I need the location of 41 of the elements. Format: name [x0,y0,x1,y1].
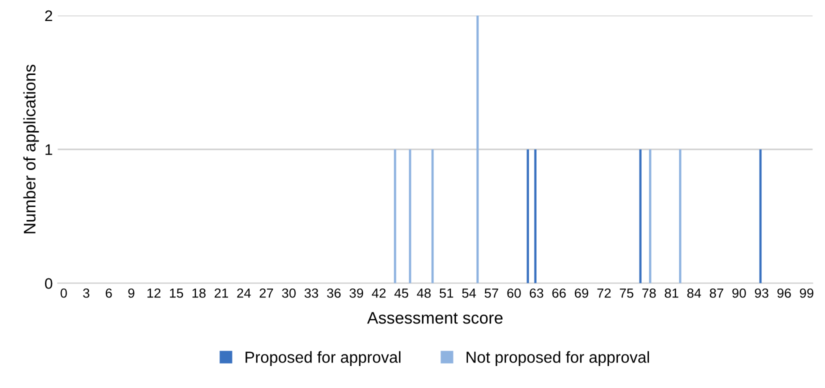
y-axis-title: Number of applications [23,64,39,234]
x-tick-label: 84 [687,288,702,298]
x-tick-label: 48 [416,288,431,298]
x-tick-label: 15 [170,288,184,298]
x-tick-label: 36 [327,288,341,298]
x-tick-label: 99 [800,288,814,298]
x-tick-label: 69 [574,288,588,298]
x-tick-label: 24 [237,288,251,298]
x-tick-label: 42 [372,288,386,298]
y-tick-label: 2 [45,10,52,22]
x-tick-label: 0 [60,288,67,298]
x-tick-label: 30 [282,288,296,298]
x-tick-label: 33 [304,288,318,298]
x-tick-label: 93 [754,288,768,298]
x-tick-label: 78 [642,288,656,298]
x-tick-label: 72 [597,288,611,298]
x-tick-label: 96 [777,288,791,298]
x-tick-label: 54 [462,288,476,298]
x-tick-label: 27 [260,288,274,298]
legend-label: Not proposed for approval [466,351,649,366]
x-tick-label: 6 [106,288,112,298]
x-axis-title: Assessment score [367,312,503,324]
x-tick-label: 12 [147,288,160,298]
x-tick-label: 39 [350,288,364,298]
x-tick-label: 75 [620,288,634,298]
y-tick-label: 1 [46,144,52,155]
x-tick-label: 60 [507,288,521,298]
x-tick-label: 81 [664,288,678,298]
x-tick-label: 90 [732,288,746,298]
x-tick-label: 63 [530,288,544,298]
x-tick-label: 66 [552,288,566,298]
y-tick-label: 0 [44,278,52,289]
x-tick-label: 51 [440,288,454,298]
x-tick-label: 21 [214,288,228,298]
x-tick-label: 45 [394,288,408,298]
x-tick-label: 57 [484,288,498,298]
legend-label: Proposed for approval [246,351,400,366]
x-tick-label: 9 [128,288,134,298]
x-tick-label: 18 [192,288,206,298]
x-tick-label: 87 [710,288,724,298]
x-tick-label: 3 [83,288,90,298]
